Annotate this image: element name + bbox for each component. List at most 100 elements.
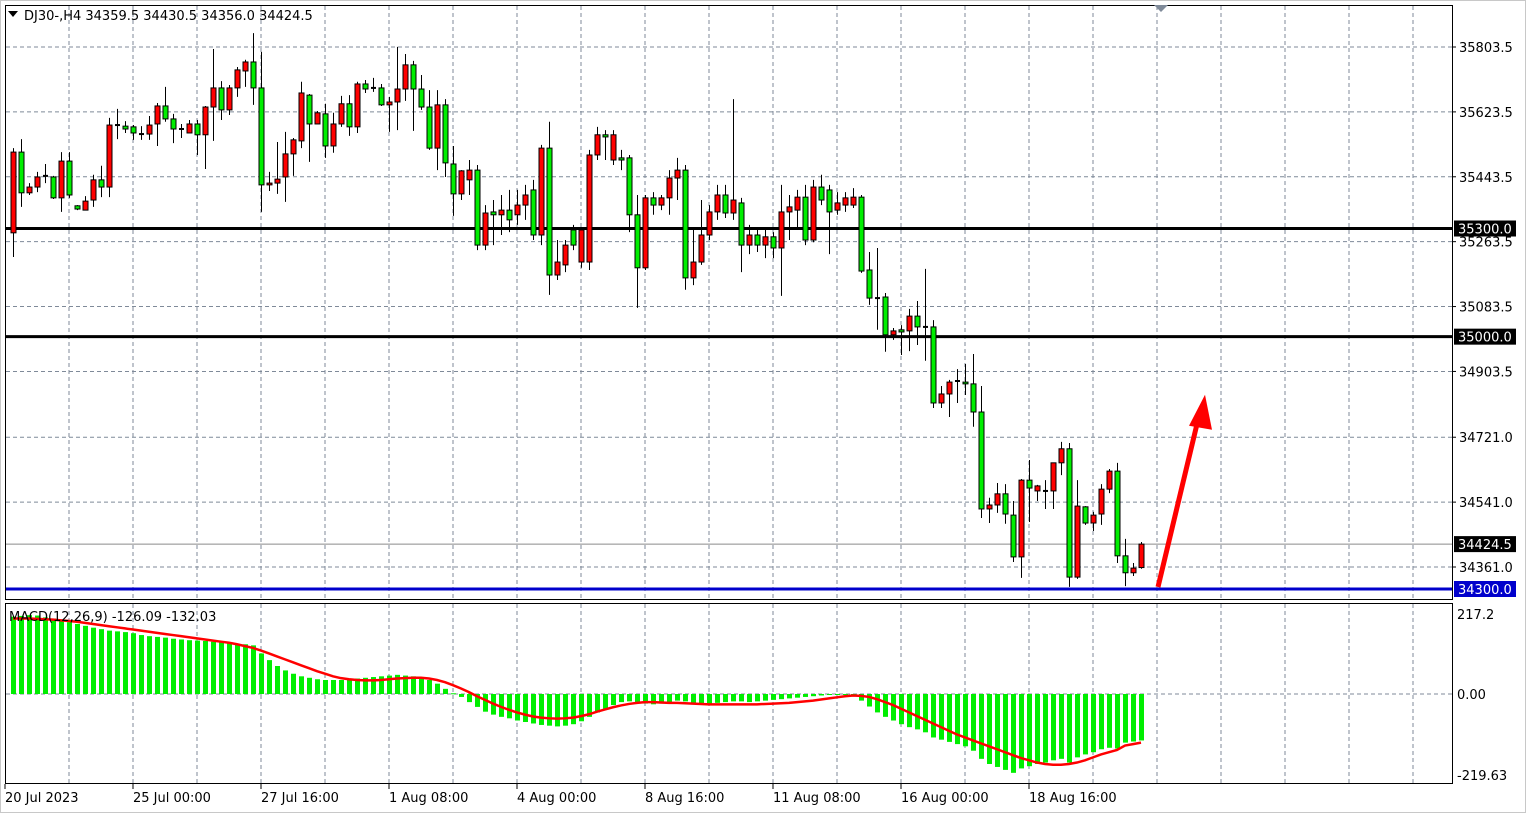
price-tick-label: 34903.5 (1459, 365, 1513, 380)
candle-body-bull (1090, 514, 1097, 524)
candle-body-bull (458, 170, 465, 195)
candle (778, 184, 785, 296)
candle (1010, 501, 1017, 562)
macd-histogram-bar (523, 694, 528, 722)
candle (1066, 442, 1073, 587)
candle-body-bear (50, 176, 57, 199)
candle (106, 117, 113, 198)
candle (1138, 541, 1145, 569)
candle (378, 83, 385, 106)
chart-shift-marker-icon[interactable] (1154, 5, 1168, 12)
candle-body-bear (618, 157, 625, 161)
symbol-menu-triangle-icon[interactable] (8, 11, 18, 17)
macd-histogram-bar (1035, 694, 1040, 764)
macd-histogram-bar (843, 694, 848, 695)
macd-histogram-bar (395, 674, 400, 694)
candle-body-bull (714, 194, 721, 213)
candle (626, 154, 633, 233)
candle (594, 126, 601, 161)
candle-body-bear (1066, 448, 1073, 578)
macd-histogram-bar (459, 694, 464, 697)
candle (34, 171, 41, 193)
candle-body-bear (490, 211, 497, 216)
candle-body-bull (1130, 567, 1137, 574)
macd-histogram-bar (371, 677, 376, 694)
arrow-head-icon[interactable] (1189, 394, 1212, 430)
candle-body-bear (914, 315, 921, 328)
macd-histogram-bar (467, 694, 472, 703)
price-tick-label: 34721.0 (1459, 431, 1513, 446)
macd-histogram-bar (243, 644, 248, 694)
macd-histogram-bar (995, 694, 1000, 767)
candle-body-bull (482, 212, 489, 246)
time-tick-label: 1 Aug 08:00 (389, 791, 468, 806)
candle (994, 483, 1001, 513)
candle (43, 163, 48, 184)
time-axis[interactable]: 20 Jul 2023 25 Jul 00:00 27 Jul 16:00 1 Aug… (4, 784, 1117, 806)
macd-histogram-bar (563, 694, 568, 726)
candle (290, 138, 297, 176)
candle (522, 184, 529, 220)
arrow-shaft[interactable] (1155, 415, 1202, 588)
macd-histogram-bar (403, 675, 408, 694)
candle (234, 67, 241, 97)
candle (146, 116, 153, 140)
macd-histogram-bar (707, 694, 712, 704)
macd-histogram-bar (827, 694, 832, 695)
candle (1082, 506, 1089, 525)
candle (194, 119, 201, 155)
candle (1018, 479, 1025, 578)
macd-histogram-bar (907, 694, 912, 728)
macd-histogram-bar (59, 620, 64, 694)
candle-body-bear (362, 83, 369, 90)
candle-body-bear (194, 123, 201, 136)
macd-histogram-bar (979, 694, 984, 759)
candle-body-bull (946, 381, 953, 395)
macd-histogram-bar (963, 694, 968, 747)
macd-histogram-bar (755, 694, 760, 702)
candle-body-bear (530, 189, 537, 236)
candle-body-bear (722, 194, 729, 214)
macd-histogram-bar (187, 640, 192, 694)
candle (578, 228, 585, 268)
candle (850, 188, 857, 208)
macd-histogram-bar (51, 618, 56, 694)
macd-histogram-bar (547, 694, 552, 726)
support-level-label: 34300.0 (1458, 583, 1512, 598)
time-tick-label: 11 Aug 08:00 (773, 791, 861, 806)
last-price-badge (1454, 536, 1516, 553)
macd-histogram-bar (875, 694, 880, 713)
candle (210, 48, 217, 141)
macd-histogram-bar (835, 694, 840, 695)
up-arrow-annotation[interactable] (1155, 394, 1212, 588)
price-tick-label: 34361.0 (1459, 561, 1513, 576)
candle (1106, 468, 1113, 494)
candle (162, 86, 169, 122)
candle (674, 157, 681, 201)
candle (354, 81, 361, 133)
macd-histogram-bar (11, 616, 16, 694)
candle (371, 77, 376, 92)
time-tick-label: 16 Aug 00:00 (901, 791, 989, 806)
candle (1026, 459, 1033, 522)
macd-histogram-bar (571, 694, 576, 725)
macd-histogram-bar (1011, 694, 1016, 773)
horizontal-levels[interactable] (6, 227, 1452, 591)
candle-body-bull (986, 504, 993, 510)
candle-body-bear (322, 113, 329, 147)
price-axis[interactable]: 35803.5 35623.5 35443.5 35263.5 35083.5 34903… (1452, 41, 1516, 784)
candle-body-bull (274, 178, 281, 184)
candle (434, 90, 441, 171)
candle-body-bear (18, 151, 25, 194)
candle (658, 194, 665, 211)
candle (498, 194, 505, 235)
price-tick-label: 35623.5 (1459, 106, 1513, 121)
candle (186, 119, 193, 134)
candle (258, 51, 265, 212)
candle-body-bull (1050, 462, 1057, 492)
macd-histogram-bar (1027, 694, 1032, 767)
candle-body-bull (394, 88, 401, 103)
candle (562, 240, 569, 273)
candle-body-bull (106, 124, 113, 188)
